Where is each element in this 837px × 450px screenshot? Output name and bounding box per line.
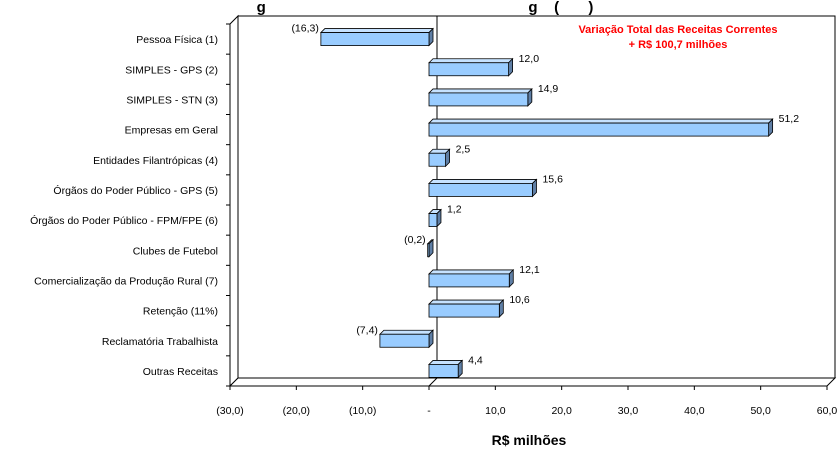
category-label: Órgãos do Poder Público - FPM/FPE (6) [30, 214, 218, 227]
x-tick-label: 50,0 [750, 405, 771, 417]
category-label: Reclamatória Trabalhista [102, 336, 218, 348]
data-label: 1,2 [447, 204, 462, 216]
plot-area [226, 14, 837, 388]
x-axis-label: R$ milhões [492, 432, 567, 448]
bar [428, 87, 533, 107]
data-label: 10,6 [509, 294, 530, 306]
category-label: Pessoa Física (1) [136, 34, 218, 46]
bar [428, 359, 464, 379]
bars-group [319, 27, 774, 379]
category-labels: Pessoa Física (1) SIMPLES - GPS (2) SIMPLE… [30, 34, 218, 378]
x-tick-label: 60,0 [817, 405, 837, 417]
x-tick-label: 10,0 [485, 405, 506, 417]
bar [428, 148, 451, 168]
x-tick-label: (10,0) [349, 405, 376, 417]
data-labels: (16,3) 12,0 14,9 51,2 2,5 15,6 1,2 (0,2) 12,1 10,… [291, 23, 799, 367]
category-label: Clubes de Futebol [133, 245, 218, 257]
x-tick-label: 30,0 [618, 405, 639, 417]
x-tick-labels: (30,0) (20,0) (10,0) - 10,0 20,0 30,0 40,0 50,0 6… [216, 386, 837, 417]
x-tick-label: (20,0) [283, 405, 310, 417]
bar [428, 208, 442, 228]
data-label: (0,2) [404, 234, 426, 246]
data-label: (7,4) [356, 324, 378, 336]
bar [428, 118, 774, 138]
category-label: Outras Receitas [143, 366, 218, 378]
data-label: (16,3) [291, 23, 318, 35]
x-tick-label: 20,0 [551, 405, 572, 417]
category-label: SIMPLES - STN (3) [126, 94, 218, 106]
category-label: SIMPLES - GPS (2) [125, 64, 218, 76]
bar [426, 238, 434, 258]
bar [428, 57, 514, 77]
chart-title: g g ( ) [257, 0, 594, 16]
category-label: Empresas em Geral [125, 125, 218, 137]
x-tick-label: - [427, 405, 431, 417]
bar [378, 329, 434, 349]
category-label: Órgãos do Poder Público - GPS (5) [53, 184, 218, 197]
category-label: Retenção (11%) [143, 306, 218, 318]
data-label: 15,6 [542, 173, 563, 185]
bar [428, 299, 505, 319]
bar [428, 268, 515, 288]
data-label: 4,4 [468, 354, 483, 366]
data-label: 2,5 [456, 143, 471, 155]
annotation-line-2: + R$ 100,7 milhões [629, 39, 728, 51]
x-tick-label: (30,0) [216, 405, 243, 417]
annotation-line-1: Variação Total das Receitas Correntes [578, 24, 777, 36]
bar [428, 178, 538, 198]
data-label: 14,9 [538, 83, 559, 95]
bar [319, 27, 434, 47]
data-label: 51,2 [779, 113, 800, 125]
data-label: 12,1 [519, 264, 540, 276]
x-tick-label: 40,0 [684, 405, 705, 417]
category-label: Comercialização da Produção Rural (7) [34, 275, 218, 287]
category-label: Entidades Filantrópicas (4) [93, 155, 218, 167]
data-label: 12,0 [519, 53, 540, 65]
